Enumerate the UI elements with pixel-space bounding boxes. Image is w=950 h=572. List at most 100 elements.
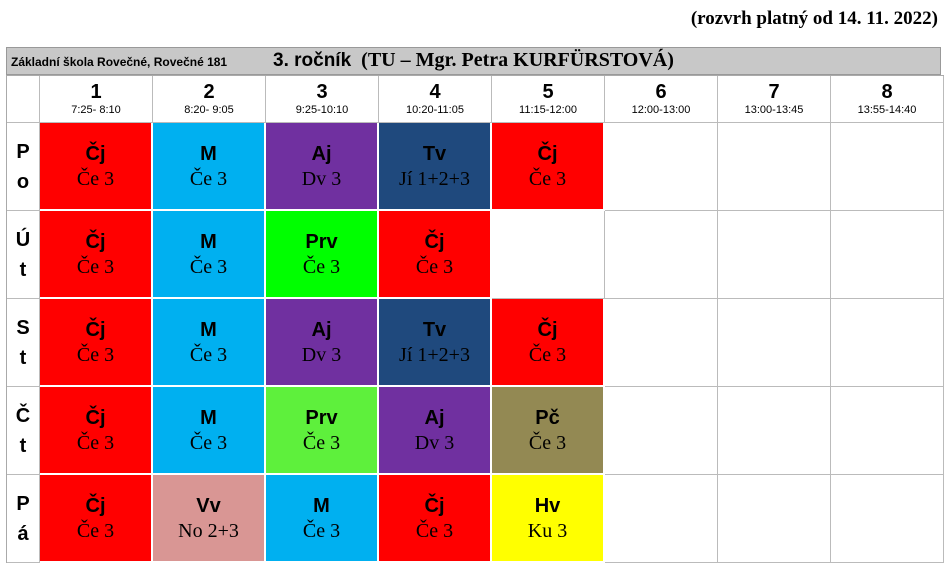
lesson-room: Če 3 bbox=[76, 431, 115, 454]
period-time: 10:20-11:05 bbox=[406, 104, 464, 116]
lesson-cell: Aj Dv 3 bbox=[266, 299, 379, 387]
lesson-subject: Čj bbox=[85, 494, 106, 517]
lesson-cell: Tv Jí 1+2+3 bbox=[379, 123, 492, 211]
period-time: 8:20- 9:05 bbox=[184, 104, 234, 116]
class-teacher: (TU – Mgr. Petra KURFÜRSTOVÁ) bbox=[361, 49, 674, 71]
period-header: 2 8:20- 9:05 bbox=[153, 76, 266, 123]
period-time: 11:15-12:00 bbox=[519, 104, 577, 116]
lesson-cell: Prv Če 3 bbox=[266, 387, 379, 475]
lesson-cell: M Če 3 bbox=[153, 299, 266, 387]
empty-cell bbox=[718, 299, 831, 387]
lesson-room: Če 3 bbox=[76, 167, 115, 190]
empty-cell bbox=[718, 475, 831, 563]
lesson-subject: Tv bbox=[422, 318, 447, 341]
lesson-room: Če 3 bbox=[189, 431, 228, 454]
lesson-cell: Hv Ku 3 bbox=[492, 475, 605, 563]
empty-cell bbox=[605, 299, 718, 387]
lesson-subject: M bbox=[313, 494, 330, 517]
lesson-room: Dv 3 bbox=[301, 167, 342, 190]
lesson-subject: Čj bbox=[424, 494, 445, 517]
lesson-room: Če 3 bbox=[302, 431, 341, 454]
period-header: 8 13:55-14:40 bbox=[831, 76, 944, 123]
lesson-subject: M bbox=[200, 406, 217, 429]
lesson-cell: Vv No 2+3 bbox=[153, 475, 266, 563]
day-label-bottom: á bbox=[17, 522, 29, 545]
lesson-room: No 2+3 bbox=[178, 519, 239, 542]
timetable-header: Základní škola Rovečné, Rovečné 181 3. r… bbox=[6, 47, 941, 75]
lesson-cell: M Če 3 bbox=[153, 211, 266, 299]
lesson-room: Če 3 bbox=[189, 255, 228, 278]
period-time: 13:00-13:45 bbox=[744, 104, 804, 116]
empty-cell bbox=[492, 211, 605, 299]
lesson-room: Če 3 bbox=[76, 519, 115, 542]
lesson-subject: Aj bbox=[311, 142, 332, 165]
school-name: Základní škola Rovečné, Rovečné 181 bbox=[11, 55, 228, 69]
lesson-cell: Pč Če 3 bbox=[492, 387, 605, 475]
lesson-cell: M Če 3 bbox=[153, 387, 266, 475]
lesson-subject: Čj bbox=[85, 230, 106, 253]
lesson-cell: Čj Če 3 bbox=[40, 475, 153, 563]
lesson-room: Če 3 bbox=[302, 519, 341, 542]
period-header: 5 11:15-12:00 bbox=[492, 76, 605, 123]
lesson-cell: Čj Če 3 bbox=[492, 123, 605, 211]
lesson-subject: Tv bbox=[422, 142, 447, 165]
day-label-top: P bbox=[16, 140, 30, 163]
empty-cell bbox=[831, 387, 944, 475]
lesson-subject: Prv bbox=[305, 406, 338, 429]
period-header: 1 7:25- 8:10 bbox=[40, 76, 153, 123]
lesson-cell: Aj Dv 3 bbox=[266, 123, 379, 211]
empty-cell bbox=[605, 387, 718, 475]
lesson-subject: M bbox=[200, 142, 217, 165]
lesson-cell: M Če 3 bbox=[266, 475, 379, 563]
day-label-bottom: o bbox=[16, 170, 30, 193]
lesson-subject: Prv bbox=[305, 230, 338, 253]
lesson-cell: Čj Če 3 bbox=[379, 211, 492, 299]
lesson-room: Če 3 bbox=[76, 255, 115, 278]
period-header: 4 10:20-11:05 bbox=[379, 76, 492, 123]
period-time: 7:25- 8:10 bbox=[71, 104, 121, 116]
lesson-room: Če 3 bbox=[302, 255, 341, 278]
empty-cell bbox=[605, 123, 718, 211]
day-label-bottom: t bbox=[19, 258, 27, 281]
lesson-room: Ku 3 bbox=[527, 519, 568, 542]
empty-cell bbox=[718, 123, 831, 211]
lesson-subject: Hv bbox=[534, 494, 561, 517]
lesson-cell: Čj Če 3 bbox=[40, 211, 153, 299]
validity-note: (rozvrh platný od 14. 11. 2022) bbox=[690, 8, 938, 29]
lesson-room: Jí 1+2+3 bbox=[399, 343, 470, 366]
empty-cell bbox=[718, 211, 831, 299]
lesson-subject: Čj bbox=[85, 406, 106, 429]
lesson-subject: M bbox=[200, 318, 217, 341]
period-time: 9:25-10:10 bbox=[295, 104, 349, 116]
lesson-room: Če 3 bbox=[76, 343, 115, 366]
lesson-subject: Čj bbox=[85, 318, 106, 341]
lesson-subject: Aj bbox=[311, 318, 332, 341]
empty-cell bbox=[831, 211, 944, 299]
lesson-cell: M Če 3 bbox=[153, 123, 266, 211]
period-number: 2 bbox=[203, 81, 215, 103]
empty-cell bbox=[831, 123, 944, 211]
period-header: 6 12:00-13:00 bbox=[605, 76, 718, 123]
period-number: 3 bbox=[316, 81, 328, 103]
lesson-room: Če 3 bbox=[189, 167, 228, 190]
lesson-room: Če 3 bbox=[415, 519, 454, 542]
day-label-top: P bbox=[16, 492, 30, 515]
lesson-cell: Čj Če 3 bbox=[40, 299, 153, 387]
day-label-bottom: t bbox=[19, 434, 27, 457]
lesson-cell: Aj Dv 3 bbox=[379, 387, 492, 475]
period-number: 6 bbox=[655, 81, 667, 103]
lesson-room: Dv 3 bbox=[301, 343, 342, 366]
lesson-subject: Pč bbox=[535, 406, 560, 429]
lesson-subject: Čj bbox=[537, 318, 558, 341]
empty-cell bbox=[605, 211, 718, 299]
lesson-cell: Čj Če 3 bbox=[40, 123, 153, 211]
day-label-bottom: t bbox=[19, 346, 27, 369]
lesson-cell: Čj Če 3 bbox=[492, 299, 605, 387]
grid-corner bbox=[7, 76, 40, 123]
period-header: 7 13:00-13:45 bbox=[718, 76, 831, 123]
empty-cell bbox=[831, 299, 944, 387]
